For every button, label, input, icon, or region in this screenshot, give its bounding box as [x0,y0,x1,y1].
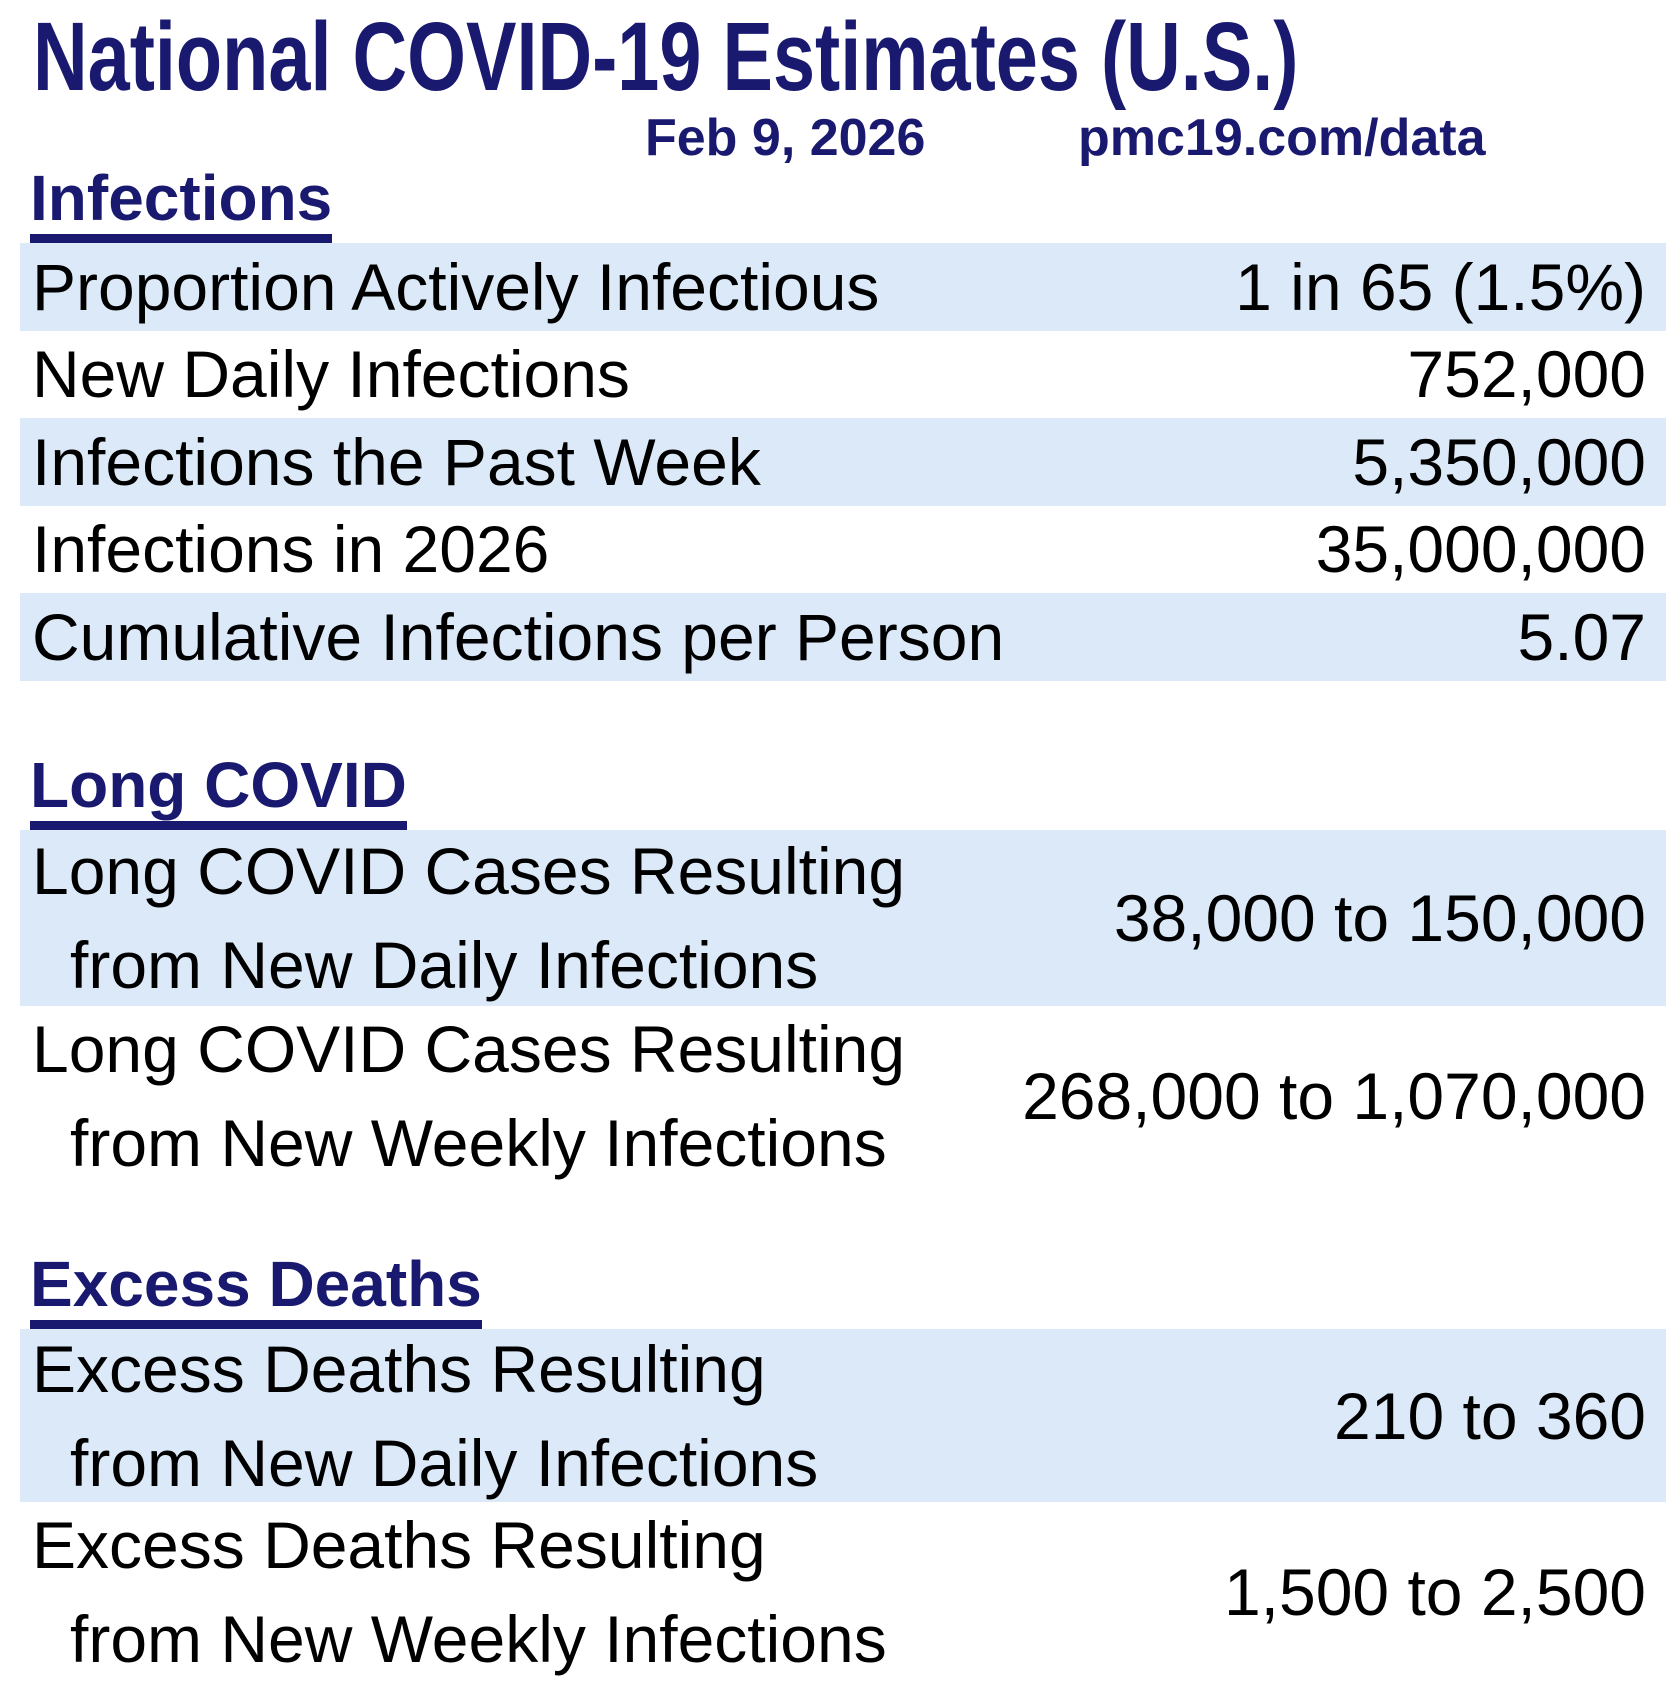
row-label: Excess Deaths Resulting from New Daily I… [32,1322,818,1510]
row-label: Long COVID Cases Resulting from New Week… [32,1002,905,1190]
row-label: Infections the Past Week [32,424,761,499]
row-value: 1,500 to 2,500 [1223,1555,1646,1629]
table-row: Cumulative Infections per Person 5.07 [20,593,1666,681]
table-row: Long COVID Cases Resulting from New Dail… [20,830,1666,1006]
long-covid-table: Long COVID Cases Resulting from New Dail… [20,830,1666,1185]
table-row: Excess Deaths Resulting from New Daily I… [20,1329,1666,1502]
section-heading-excess-deaths: Excess Deaths [30,1252,482,1329]
row-value: 5,350,000 [1352,424,1646,499]
report-date: Feb 9, 2026 [645,109,926,167]
row-label: Long COVID Cases Resulting from New Dail… [32,824,905,1012]
row-label-line1: Long COVID Cases Resulting [32,834,906,908]
row-value: 752,000 [1407,337,1646,412]
row-label-line1: Excess Deaths Resulting [32,1508,766,1582]
row-label-line2: from New Weekly Infections [70,1602,887,1676]
table-row: Excess Deaths Resulting from New Weekly … [20,1502,1666,1682]
source-url: pmc19.com/data [1078,109,1486,167]
row-value: 268,000 to 1,070,000 [1022,1058,1646,1133]
row-value: 38,000 to 150,000 [1113,881,1646,955]
row-label-line1: Excess Deaths Resulting [32,1331,766,1406]
row-value: 210 to 360 [1334,1378,1646,1453]
table-row: New Daily Infections 752,000 [20,330,1666,418]
excess-deaths-table: Excess Deaths Resulting from New Daily I… [20,1329,1666,1682]
row-value: 1 in 65 (1.5%) [1235,249,1646,324]
row-value: 35,000,000 [1315,512,1646,587]
row-label: Proportion Actively Infectious [32,249,880,324]
row-value: 5.07 [1517,599,1646,674]
table-row: Infections in 2026 35,000,000 [20,505,1666,593]
table-row: Infections the Past Week 5,350,000 [20,418,1666,506]
row-label: Excess Deaths Resulting from New Weekly … [32,1498,887,1686]
row-label: Cumulative Infections per Person [32,599,1005,674]
row-label: Infections in 2026 [32,512,550,587]
section-heading-long-covid: Long COVID [30,753,407,830]
table-row: Proportion Actively Infectious 1 in 65 (… [20,243,1666,331]
row-label-line1: Long COVID Cases Resulting [32,1011,906,1086]
row-label-line2: from New Weekly Infections [70,1105,887,1180]
row-label-line2: from New Daily Infections [70,1425,819,1500]
table-row: Long COVID Cases Resulting from New Week… [20,1006,1666,1185]
infections-table: Proportion Actively Infectious 1 in 65 (… [20,243,1666,681]
row-label-line2: from New Daily Infections [70,928,819,1002]
page-title: National COVID-19 Estimates (U.S.) [33,2,1299,111]
section-heading-infections: Infections [30,166,333,243]
row-label: New Daily Infections [32,337,630,412]
